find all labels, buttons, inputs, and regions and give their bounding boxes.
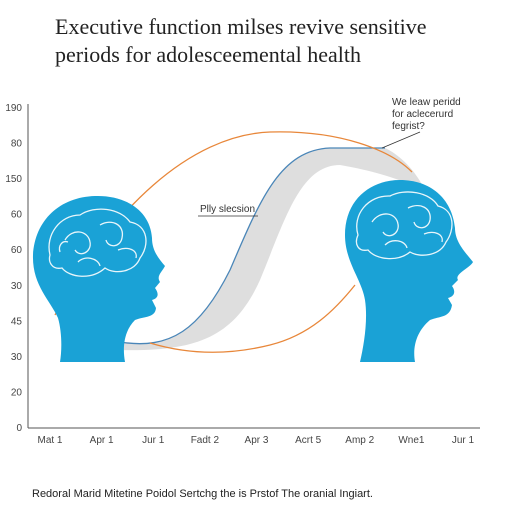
x-axis-label: Fadt 2 <box>191 435 220 446</box>
brain-swirls <box>48 208 147 277</box>
annotation-text: Plly slecsion <box>200 204 255 215</box>
brain-swirls <box>355 191 453 260</box>
x-axis-label: Jur 1 <box>142 435 165 446</box>
annotation: Plly slecsion <box>198 204 258 217</box>
y-axis-label: 80 <box>11 139 23 150</box>
y-axis-label: 60 <box>11 210 23 221</box>
orange-curve <box>149 284 356 353</box>
y-axis-label: 30 <box>11 352 23 363</box>
x-axis-label: Apr 3 <box>245 435 269 446</box>
x-axis-label: Jur 1 <box>452 435 475 446</box>
y-axis-label: 20 <box>11 387 23 398</box>
x-axis-labels: Mat 1 Apr 1 Jur 1 Fadt 2 Apr 3 Acrt 5 Amp 2 Wne… <box>37 435 474 446</box>
x-axis-label: Apr 1 <box>90 435 114 446</box>
y-axis-labels: 190 80 150 60 60 30 45 30 20 0 <box>5 103 22 434</box>
annotation-text: fegrist? <box>392 121 425 132</box>
y-axis-label: 150 <box>5 174 22 185</box>
caption: Redoral Marid Mitetine Poidol Sertchg th… <box>32 488 373 500</box>
y-axis-label: 30 <box>11 281 23 292</box>
y-axis-label: 45 <box>11 316 23 327</box>
y-axis-label: 190 <box>5 103 22 114</box>
x-axis-label: Acrt 5 <box>295 435 322 446</box>
annotation-text: for aclecerurd <box>392 109 453 120</box>
title-line: periods for adolesceemental health <box>55 42 361 67</box>
pointer <box>381 131 421 149</box>
annotation: We leaw peridd for aclecerurd fegrist? <box>381 97 461 149</box>
x-axis-label: Mat 1 <box>37 435 62 446</box>
x-axis-label: Amp 2 <box>345 435 374 446</box>
blue-curve <box>119 147 385 345</box>
head <box>345 180 473 362</box>
annotation-text: We leaw peridd <box>392 97 461 108</box>
x-axis-label: Wne1 <box>398 435 425 446</box>
y-axis-label: 0 <box>16 423 22 434</box>
band <box>120 148 425 351</box>
y-axis-label: 60 <box>11 245 23 256</box>
title-line: Executive function milses revive sensiti… <box>55 14 426 39</box>
